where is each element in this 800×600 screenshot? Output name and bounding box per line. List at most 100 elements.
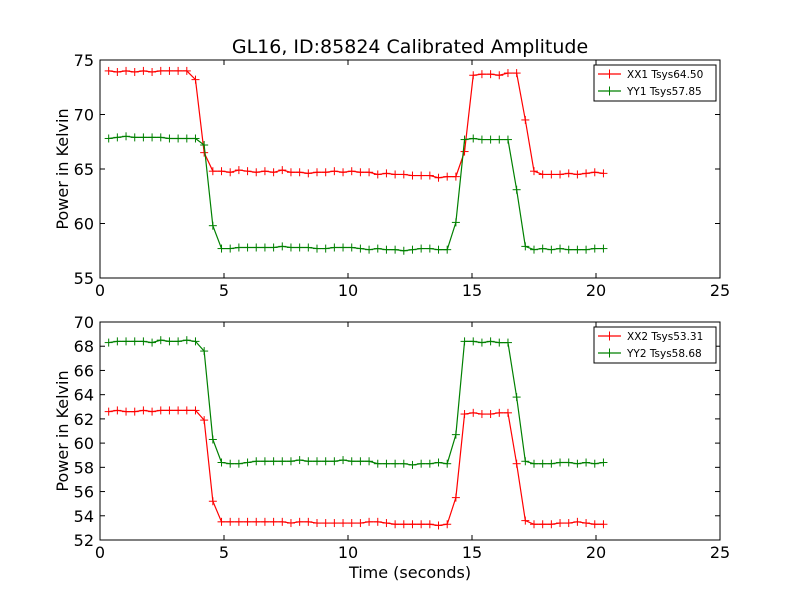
top-y-tick-label: 55	[74, 269, 94, 288]
bottom-data-point-yy2	[278, 457, 287, 466]
bottom-data-point-xx2	[521, 516, 530, 525]
top-series-layer	[104, 66, 608, 255]
bottom-data-point-xx2	[278, 517, 287, 526]
bottom-legend-label-xx2: XX2 Tsys53.31	[627, 331, 703, 343]
top-data-point-xx1	[139, 66, 148, 75]
top-data-point-yy1	[148, 133, 157, 142]
bottom-data-point-yy2	[477, 338, 486, 347]
top-data-point-yy1	[347, 243, 356, 252]
top-data-point-yy1	[313, 244, 321, 253]
top-data-point-xx1	[582, 169, 591, 178]
bottom-data-point-xx2	[313, 519, 321, 528]
bottom-data-point-xx2	[208, 497, 217, 506]
top-data-point-yy1	[434, 245, 443, 254]
bottom-data-point-xx2	[226, 517, 235, 526]
bottom-data-point-xx2	[243, 517, 252, 526]
bottom-data-point-yy2	[356, 457, 365, 466]
bottom-data-point-yy2	[399, 459, 408, 468]
top-data-point-xx1	[547, 170, 556, 179]
bottom-data-point-xx2	[443, 520, 452, 529]
top-data-point-xx1	[260, 167, 269, 176]
top-data-point-xx1	[391, 170, 400, 179]
bottom-data-point-xx2	[538, 520, 547, 529]
bottom-data-point-xx2	[530, 520, 538, 529]
bottom-data-point-xx2	[460, 410, 469, 419]
top-data-point-xx1	[122, 66, 131, 75]
top-data-point-xx1	[174, 66, 183, 75]
top-data-point-xx1	[226, 168, 235, 177]
top-data-point-yy1	[113, 133, 122, 142]
bottom-ticks: 0 5 10 15 20 25 52 54 56 58 60 62 64 66 68 70	[74, 313, 731, 562]
bottom-data-point-yy2	[391, 459, 400, 468]
bottom-data-point-xx2	[556, 519, 565, 528]
bottom-data-point-yy2	[217, 458, 226, 467]
top-data-point-yy1	[564, 245, 573, 254]
top-data-point-yy1	[200, 141, 209, 150]
bottom-data-point-yy2	[148, 338, 157, 347]
bottom-data-point-xx2	[564, 519, 573, 528]
top-ticks: 0 5 10 15 20 25 55 60 65 70 75	[74, 51, 731, 300]
bottom-data-point-yy2	[252, 457, 261, 466]
bottom-data-point-xx2	[391, 520, 400, 529]
top-legend: XX1 Tsys64.50 YY1 Tsys57.85	[593, 64, 717, 102]
top-data-point-xx1	[130, 67, 139, 76]
top-data-point-xx1	[295, 168, 304, 177]
bottom-data-point-xx2	[286, 519, 295, 528]
top-data-point-xx1	[503, 69, 512, 78]
top-data-point-xx1	[382, 169, 391, 178]
top-data-point-yy1	[547, 245, 556, 254]
bottom-legend: XX2 Tsys53.31 YY2 Tsys58.68	[593, 326, 717, 364]
bottom-data-point-xx2	[182, 406, 191, 415]
bottom-data-point-xx2	[503, 408, 512, 417]
top-series-line-yy1	[108, 135, 604, 252]
top-data-point-yy1	[269, 243, 278, 252]
bottom-y-tick-label: 64	[74, 386, 94, 405]
bottom-x-tick-label: 0	[95, 543, 105, 562]
top-data-point-yy1	[139, 133, 148, 142]
bottom-data-point-xx2	[104, 407, 113, 416]
top-data-point-xx1	[434, 173, 443, 182]
top-y-tick-label: 75	[74, 51, 94, 70]
bottom-data-point-yy2	[226, 459, 235, 468]
top-y-tick-label: 60	[74, 215, 94, 234]
top-x-tick-label: 5	[219, 281, 229, 300]
top-data-point-yy1	[477, 135, 486, 144]
top-data-point-yy1	[425, 244, 434, 253]
top-x-tick-label: 20	[586, 281, 606, 300]
bottom-x-tick-label: 25	[710, 543, 730, 562]
top-data-point-xx1	[469, 71, 478, 80]
top-data-point-xx1	[477, 70, 486, 79]
bottom-data-point-yy2	[530, 459, 538, 468]
bottom-data-point-yy2	[503, 338, 512, 347]
top-data-point-yy1	[330, 243, 339, 252]
top-legend-label-xx1: XX1 Tsys64.50	[627, 69, 703, 81]
bottom-data-point-xx2	[469, 408, 478, 417]
top-data-point-yy1	[286, 243, 295, 252]
bottom-data-point-yy2	[443, 459, 452, 468]
top-data-point-xx1	[182, 66, 191, 75]
bottom-data-point-yy2	[260, 457, 269, 466]
bottom-data-point-xx2	[599, 520, 608, 529]
top-data-point-xx1	[556, 170, 565, 179]
bottom-data-point-yy2	[191, 337, 200, 346]
top-subplot: Power in Kelvin 0 5 10 15 20 25 55 60 65 70 75 XX1…	[53, 51, 730, 300]
bottom-data-point-xx2	[486, 410, 495, 419]
bottom-subplot: Power in Kelvin Time (seconds) 0 5 10 15 20 2…	[53, 313, 730, 582]
bottom-data-point-yy2	[382, 459, 391, 468]
top-data-point-xx1	[599, 169, 608, 178]
top-y-tick-label: 65	[74, 160, 94, 179]
top-data-point-yy1	[208, 221, 217, 230]
bottom-data-point-yy2	[434, 458, 443, 467]
top-data-point-yy1	[451, 218, 460, 227]
top-data-point-xx1	[156, 66, 165, 75]
top-data-point-yy1	[538, 244, 547, 253]
bottom-data-point-xx2	[512, 459, 521, 468]
bottom-data-point-xx2	[330, 519, 339, 528]
bottom-data-point-yy2	[243, 458, 252, 467]
bottom-data-point-yy2	[573, 459, 582, 468]
bottom-data-point-yy2	[547, 459, 556, 468]
bottom-data-point-yy2	[512, 393, 521, 402]
bottom-y-axis-label: Power in Kelvin	[53, 370, 72, 491]
top-data-point-yy1	[512, 185, 521, 194]
top-data-point-xx1	[286, 168, 295, 177]
